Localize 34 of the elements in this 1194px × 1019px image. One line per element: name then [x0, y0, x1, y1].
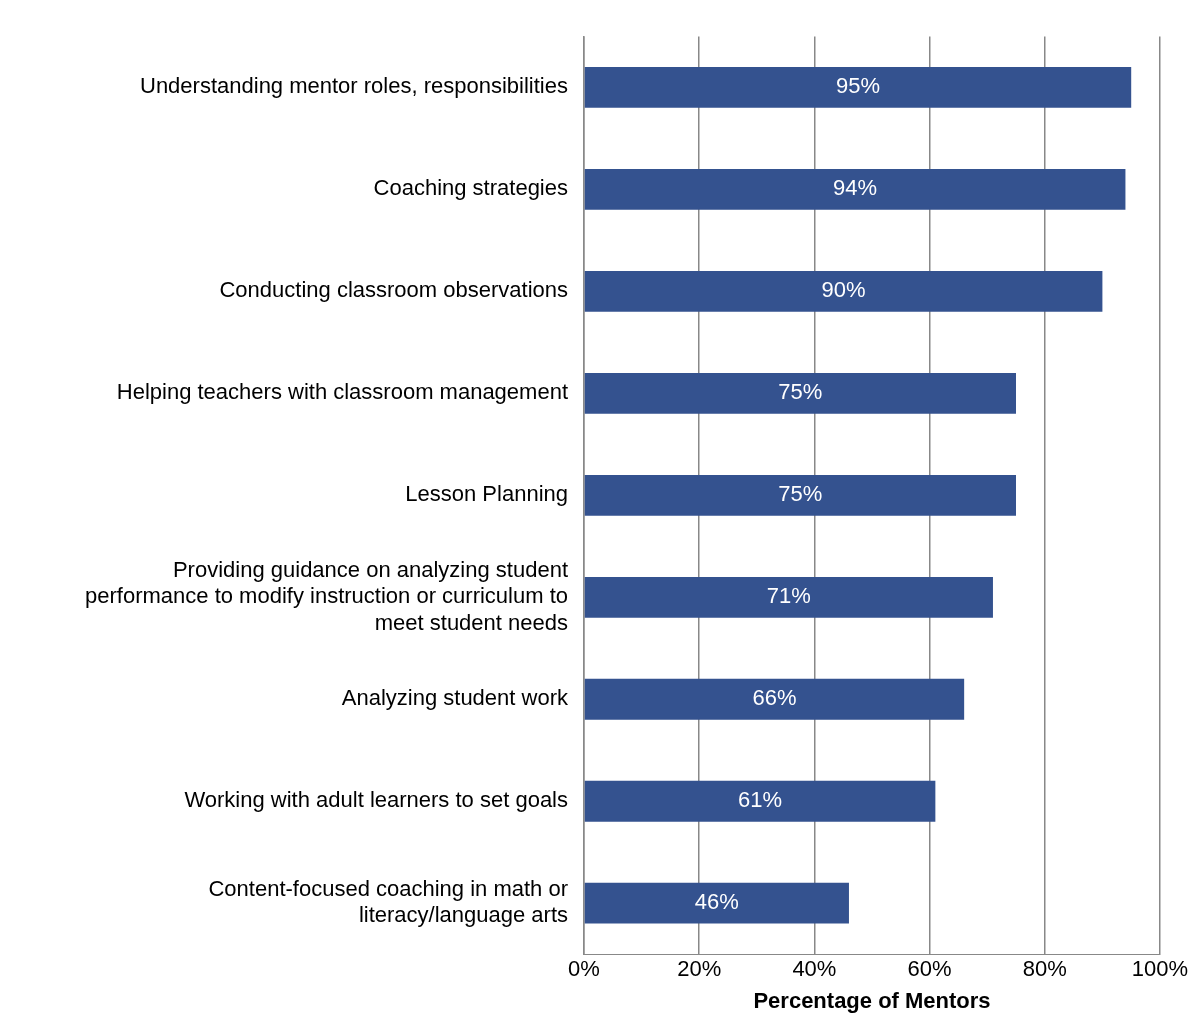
x-tick-label: 80% — [1022, 956, 1067, 982]
x-axis-title: Percentage of Mentors — [753, 987, 991, 1013]
data-label: 95% — [835, 73, 880, 99]
bar — [584, 882, 849, 924]
data-label: 75% — [778, 481, 823, 507]
data-label: 94% — [833, 175, 878, 201]
bar — [584, 270, 1103, 312]
bar — [584, 678, 965, 720]
x-tick-label: 0% — [568, 956, 600, 982]
x-tick-label: 40% — [792, 956, 837, 982]
y-tick-label: Analyzing student work — [341, 685, 569, 711]
x-tick-label: 60% — [907, 956, 952, 982]
x-tick-label: 100% — [1131, 956, 1189, 982]
x-tick-label: 20% — [677, 956, 722, 982]
data-label: 75% — [778, 379, 823, 405]
bar — [584, 576, 993, 618]
data-label: 90% — [821, 277, 866, 303]
y-tick-label: Understanding mentor roles, responsibilities — [140, 73, 568, 99]
y-tick-label: Providing guidance on analyzing student performance to modify instruction or curriculum to meet student needs — [85, 556, 568, 635]
data-label: 66% — [752, 685, 797, 711]
data-label: 61% — [738, 787, 783, 813]
y-tick-label: Helping teachers with classroom management — [116, 379, 568, 405]
bar — [584, 66, 1132, 108]
bar — [584, 780, 936, 822]
y-tick-label: Conducting classroom observations — [219, 277, 568, 303]
y-tick-label: Content-focused coaching in math or literacy/language arts — [208, 876, 568, 928]
bar — [584, 474, 1016, 516]
y-tick-label: Lesson Planning — [405, 481, 568, 507]
bar — [584, 168, 1126, 210]
bar — [584, 372, 1016, 414]
data-label: 46% — [694, 889, 739, 915]
data-label: 71% — [766, 583, 811, 609]
y-tick-label: Coaching strategies — [373, 175, 568, 201]
y-tick-label: Working with adult learners to set goals — [184, 787, 568, 813]
